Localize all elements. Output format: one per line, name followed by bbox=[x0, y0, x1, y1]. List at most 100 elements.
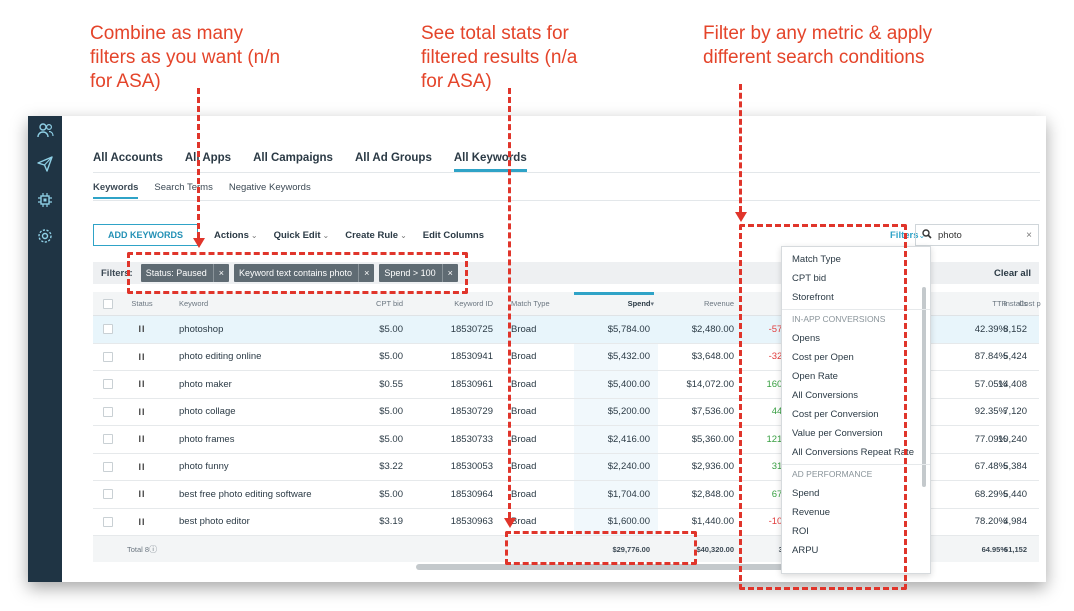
pause-icon[interactable]: II bbox=[138, 434, 146, 445]
cell-cb[interactable] bbox=[101, 426, 115, 453]
tab-all-ad-groups[interactable]: All Ad Groups bbox=[354, 152, 432, 164]
cell-status[interactable]: II bbox=[127, 509, 157, 536]
row-checkbox[interactable] bbox=[103, 406, 113, 417]
column-header-installs[interactable]: Installs bbox=[975, 292, 1027, 315]
column-header-spend[interactable]: Spend ▾ bbox=[574, 292, 654, 315]
filters-dropdown: Match Type CPT bid Storefront IN-APP CONVER… bbox=[781, 246, 931, 574]
column-header-revenue[interactable]: Revenue bbox=[658, 292, 734, 315]
pause-icon[interactable]: II bbox=[138, 324, 146, 335]
users-icon[interactable] bbox=[35, 120, 55, 140]
tab-all-campaigns[interactable]: All Campaigns bbox=[253, 152, 333, 164]
pause-icon[interactable]: II bbox=[138, 351, 146, 362]
cell-installs: 5,384 bbox=[1003, 461, 1027, 473]
cell-status[interactable]: II bbox=[127, 454, 157, 481]
cell-cb[interactable] bbox=[101, 344, 115, 371]
search-field[interactable]: photo × bbox=[915, 224, 1039, 246]
gear-icon[interactable] bbox=[35, 226, 55, 246]
cell-ttr: 77.09% bbox=[974, 433, 1007, 445]
filter-chip-keyword-text[interactable]: Keyword text contains photo × bbox=[234, 264, 375, 282]
cell-status[interactable]: II bbox=[127, 316, 157, 343]
cell-status[interactable]: II bbox=[127, 399, 157, 426]
dropdown-item-value-per-conversion[interactable]: Value per Conversion bbox=[792, 428, 883, 439]
filter-chip-status[interactable]: Status: Paused × bbox=[140, 264, 229, 282]
create-rule-label: Create Rule bbox=[345, 229, 399, 241]
column-header-cpt-bid[interactable]: CPT bid bbox=[343, 292, 403, 315]
cell-cb[interactable] bbox=[101, 454, 115, 481]
pause-icon[interactable]: II bbox=[138, 461, 146, 472]
dropdown-item-cost-per-open[interactable]: Cost per Open bbox=[792, 352, 854, 363]
paper-plane-icon[interactable] bbox=[35, 154, 55, 174]
column-header-keyword[interactable]: Keyword bbox=[179, 292, 339, 315]
tab-all-apps[interactable]: All Apps bbox=[184, 152, 232, 164]
info-icon[interactable]: ⓘ bbox=[149, 544, 158, 554]
cell-cb[interactable] bbox=[101, 399, 115, 426]
subtab-negative-keywords[interactable]: Negative Keywords bbox=[228, 182, 311, 193]
table-row[interactable]: II photo editing online $5.00 18530941 Broad… bbox=[93, 344, 1039, 371]
cell-status[interactable]: II bbox=[127, 371, 157, 398]
dropdown-item-all-conversions-repeat-rate[interactable]: All Conversions Repeat Rate bbox=[792, 447, 914, 458]
dropdown-item-storefront[interactable]: Storefront bbox=[792, 292, 834, 303]
row-checkbox[interactable] bbox=[103, 324, 113, 335]
edit-columns-button[interactable]: Edit Columns bbox=[422, 229, 484, 241]
dropdown-item-arpu[interactable]: ARPU bbox=[792, 545, 819, 556]
dropdown-item-match-type[interactable]: Match Type bbox=[792, 254, 841, 265]
select-all-checkbox[interactable] bbox=[103, 298, 113, 309]
cell-keyword-id: 18530733 bbox=[450, 433, 493, 445]
clear-search-icon[interactable]: × bbox=[1026, 229, 1032, 241]
dropdown-item-roi[interactable]: ROI bbox=[792, 526, 809, 537]
column-header-ttr[interactable]: TTR bbox=[953, 292, 1007, 315]
remove-chip-icon[interactable]: × bbox=[212, 264, 229, 282]
quick-edit-label: Quick Edit bbox=[273, 229, 321, 241]
dropdown-item-revenue[interactable]: Revenue bbox=[792, 507, 831, 518]
subtab-keywords[interactable]: Keywords bbox=[93, 182, 139, 199]
cell-cb[interactable] bbox=[101, 509, 115, 536]
column-header-cost[interactable]: Cost p bbox=[1019, 292, 1041, 315]
cell-cb[interactable] bbox=[101, 481, 115, 508]
column-header-keyword-id[interactable]: Keyword ID bbox=[413, 292, 493, 315]
tab-all-keywords[interactable]: All Keywords bbox=[453, 152, 527, 172]
quick-edit-menu[interactable]: Quick Edit ⌄ bbox=[274, 230, 330, 241]
filter-chip-spend[interactable]: Spend > 100 × bbox=[379, 264, 458, 282]
horizontal-scrollbar[interactable] bbox=[416, 564, 846, 570]
pause-icon[interactable]: II bbox=[138, 406, 146, 417]
subtab-search-terms[interactable]: Search Terms bbox=[154, 182, 213, 193]
actions-menu[interactable]: Actions ⌄ bbox=[214, 230, 258, 241]
dropdown-item-opens[interactable]: Opens bbox=[792, 333, 820, 344]
clear-all-filters-button[interactable]: Clear all bbox=[994, 267, 1031, 279]
row-checkbox[interactable] bbox=[103, 461, 113, 472]
cell-status[interactable]: II bbox=[127, 481, 157, 508]
chip-icon[interactable] bbox=[35, 190, 55, 210]
cell-cb[interactable] bbox=[101, 316, 115, 343]
add-keywords-button[interactable]: ADD KEYWORDS bbox=[93, 224, 199, 246]
row-checkbox[interactable] bbox=[103, 516, 113, 527]
cell-status[interactable]: II bbox=[127, 426, 157, 453]
dropdown-item-open-rate[interactable]: Open Rate bbox=[792, 371, 838, 382]
create-rule-menu[interactable]: Create Rule ⌄ bbox=[345, 230, 407, 241]
cell-status[interactable]: II bbox=[127, 344, 157, 371]
dropdown-item-cost-per-conversion[interactable]: Cost per Conversion bbox=[792, 409, 879, 420]
cell-ttr: 67.48% bbox=[974, 461, 1007, 473]
cell-cb[interactable] bbox=[101, 371, 115, 398]
dropdown-section-in-app-conversions: IN-APP CONVERSIONS bbox=[792, 314, 886, 324]
remove-chip-icon[interactable]: × bbox=[441, 264, 458, 282]
column-header-status[interactable]: Status bbox=[127, 292, 157, 315]
dropdown-item-spend[interactable]: Spend bbox=[792, 488, 820, 499]
pause-icon[interactable]: II bbox=[138, 379, 146, 390]
dropdown-scrollbar[interactable] bbox=[922, 287, 926, 487]
tab-all-accounts[interactable]: All Accounts bbox=[93, 152, 163, 164]
row-checkbox[interactable] bbox=[103, 434, 113, 445]
row-checkbox[interactable] bbox=[103, 379, 113, 390]
dropdown-item-cpt-bid[interactable]: CPT bid bbox=[792, 273, 827, 284]
cell-revenue: $1,440.00 bbox=[691, 516, 734, 528]
pause-icon[interactable]: II bbox=[138, 489, 146, 500]
dropdown-item-all-conversions[interactable]: All Conversions bbox=[792, 390, 858, 401]
row-checkbox[interactable] bbox=[103, 351, 113, 362]
remove-chip-icon[interactable]: × bbox=[358, 264, 374, 282]
cell-keyword: photo editing online bbox=[179, 351, 262, 363]
search-input[interactable]: photo bbox=[938, 229, 962, 241]
chevron-down-icon: ⌄ bbox=[250, 230, 258, 240]
row-checkbox[interactable] bbox=[103, 489, 113, 500]
column-header-match-type[interactable]: Match Type bbox=[511, 292, 571, 315]
column-header-label: Installs bbox=[1003, 299, 1027, 308]
pause-icon[interactable]: II bbox=[138, 516, 146, 527]
